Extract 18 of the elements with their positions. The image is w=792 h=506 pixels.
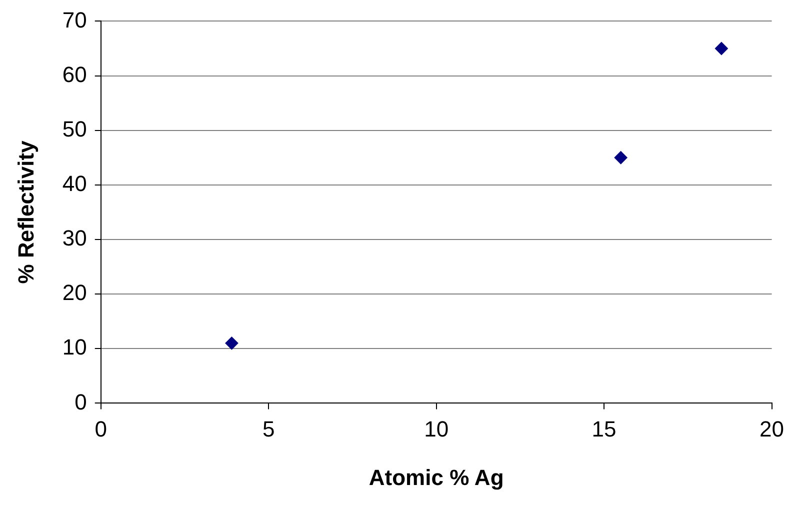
- y-tick-label: 70: [62, 7, 87, 32]
- x-axis-title: Atomic % Ag: [368, 464, 504, 490]
- point: [614, 151, 628, 164]
- y-tick-label: 40: [62, 170, 87, 196]
- x-tick-label: 10: [424, 416, 449, 442]
- y-axis-title: % Reflectivity: [13, 140, 38, 284]
- point: [225, 336, 238, 350]
- y-tick-label: 10: [62, 334, 87, 360]
- y-tick-label: 50: [62, 116, 87, 142]
- x-tick-label: 5: [262, 416, 275, 442]
- x-tick-label: 20: [760, 416, 784, 442]
- y-tick-label: 20: [62, 280, 87, 306]
- x-tick-label: 15: [592, 416, 616, 442]
- y-tick-label: 0: [74, 389, 87, 414]
- x-tick-label: 0: [94, 416, 107, 442]
- y-tick-label: 30: [62, 226, 87, 251]
- y-tick-label: 60: [62, 62, 87, 87]
- point: [714, 42, 728, 55]
